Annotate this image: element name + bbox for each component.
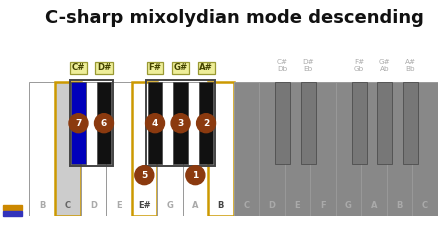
Ellipse shape	[186, 166, 205, 185]
Bar	[3, 205, 22, 210]
Text: E#: E#	[138, 200, 150, 209]
Text: 2: 2	[203, 119, 209, 128]
Bar	[301, 82, 315, 164]
Text: A: A	[192, 200, 198, 209]
Bar	[259, 82, 285, 216]
Bar	[106, 82, 132, 216]
Text: E: E	[295, 200, 300, 209]
Bar	[183, 82, 208, 216]
Bar	[403, 82, 418, 164]
Bar	[336, 82, 361, 216]
Ellipse shape	[135, 166, 154, 185]
Text: G#
Ab: G# Ab	[379, 59, 391, 72]
Bar	[97, 82, 111, 164]
Ellipse shape	[95, 114, 114, 133]
Text: B: B	[218, 200, 224, 209]
Bar	[352, 82, 367, 164]
Text: B: B	[39, 200, 45, 209]
Text: 1: 1	[192, 171, 198, 180]
Text: basicmusictheory.com: basicmusictheory.com	[10, 71, 15, 145]
Text: C: C	[65, 200, 71, 209]
Text: C-sharp mixolydian mode descending: C-sharp mixolydian mode descending	[45, 9, 424, 27]
Ellipse shape	[69, 114, 88, 133]
Bar	[173, 82, 188, 164]
Bar	[234, 82, 259, 216]
Text: D#
Eb: D# Eb	[302, 59, 314, 72]
Bar	[132, 82, 157, 216]
Bar	[146, 81, 215, 166]
Text: D: D	[268, 200, 275, 209]
Text: C#: C#	[72, 63, 85, 72]
Text: C: C	[243, 200, 249, 209]
Text: C#
Db: C# Db	[277, 59, 288, 72]
Bar	[412, 82, 438, 216]
Bar	[285, 82, 310, 216]
Ellipse shape	[197, 114, 216, 133]
Bar	[55, 82, 81, 216]
Ellipse shape	[171, 114, 190, 133]
Bar	[71, 82, 86, 164]
Text: 5: 5	[141, 171, 147, 180]
Text: 3: 3	[177, 119, 183, 128]
Text: G: G	[166, 200, 173, 209]
Bar	[378, 82, 392, 164]
Text: F#
Gb: F# Gb	[354, 59, 364, 72]
Text: G#: G#	[173, 63, 188, 72]
Bar	[208, 82, 234, 216]
Text: A: A	[371, 200, 377, 209]
Text: E: E	[116, 200, 121, 209]
Text: A#
Bb: A# Bb	[405, 59, 416, 72]
Text: D#: D#	[97, 63, 111, 72]
Bar	[361, 82, 387, 216]
Bar	[157, 82, 183, 216]
Bar	[199, 82, 213, 164]
Ellipse shape	[146, 114, 165, 133]
Text: G: G	[345, 200, 352, 209]
Bar	[3, 211, 22, 216]
Text: D: D	[90, 200, 97, 209]
Bar	[310, 82, 336, 216]
Bar	[70, 81, 113, 166]
Bar	[81, 82, 106, 216]
Text: 7: 7	[75, 119, 82, 128]
Text: B: B	[396, 200, 403, 209]
Bar	[148, 82, 162, 164]
Text: A#: A#	[199, 63, 213, 72]
Text: F: F	[320, 200, 326, 209]
Text: 6: 6	[101, 119, 107, 128]
Text: F#: F#	[149, 63, 161, 72]
Bar	[275, 82, 290, 164]
Bar	[29, 82, 55, 216]
Text: C: C	[422, 200, 428, 209]
Text: 4: 4	[152, 119, 158, 128]
Bar	[387, 82, 412, 216]
